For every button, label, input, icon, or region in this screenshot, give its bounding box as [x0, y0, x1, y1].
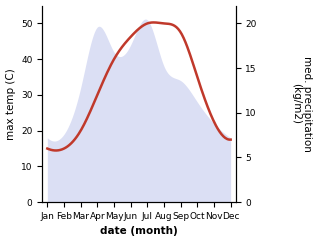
Y-axis label: med. precipitation
(kg/m2): med. precipitation (kg/m2) — [291, 56, 313, 152]
Y-axis label: max temp (C): max temp (C) — [5, 68, 16, 140]
X-axis label: date (month): date (month) — [100, 227, 178, 236]
